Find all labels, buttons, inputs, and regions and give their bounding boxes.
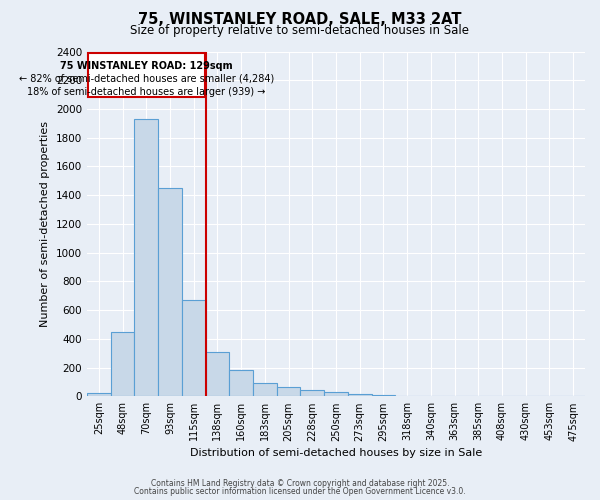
Bar bbox=[182, 300, 206, 396]
Bar bbox=[277, 387, 301, 396]
Bar bbox=[87, 394, 110, 396]
Y-axis label: Number of semi-detached properties: Number of semi-detached properties bbox=[40, 121, 50, 327]
Bar bbox=[206, 352, 229, 397]
Bar bbox=[253, 382, 277, 396]
Bar bbox=[301, 390, 324, 396]
Bar bbox=[134, 119, 158, 396]
Text: Contains public sector information licensed under the Open Government Licence v3: Contains public sector information licen… bbox=[134, 487, 466, 496]
Text: Size of property relative to semi-detached houses in Sale: Size of property relative to semi-detach… bbox=[131, 24, 470, 37]
Bar bbox=[348, 394, 371, 396]
Text: ← 82% of semi-detached houses are smaller (4,284): ← 82% of semi-detached houses are smalle… bbox=[19, 74, 274, 84]
Bar bbox=[229, 370, 253, 396]
Text: 18% of semi-detached houses are larger (939) →: 18% of semi-detached houses are larger (… bbox=[28, 86, 266, 97]
Bar bbox=[371, 395, 395, 396]
Text: 75, WINSTANLEY ROAD, SALE, M33 2AT: 75, WINSTANLEY ROAD, SALE, M33 2AT bbox=[138, 12, 462, 26]
Bar bbox=[88, 53, 205, 98]
Text: Contains HM Land Registry data © Crown copyright and database right 2025.: Contains HM Land Registry data © Crown c… bbox=[151, 480, 449, 488]
Bar bbox=[110, 332, 134, 396]
Bar bbox=[324, 392, 348, 396]
X-axis label: Distribution of semi-detached houses by size in Sale: Distribution of semi-detached houses by … bbox=[190, 448, 482, 458]
Bar bbox=[158, 188, 182, 396]
Text: 75 WINSTANLEY ROAD: 129sqm: 75 WINSTANLEY ROAD: 129sqm bbox=[60, 61, 233, 71]
